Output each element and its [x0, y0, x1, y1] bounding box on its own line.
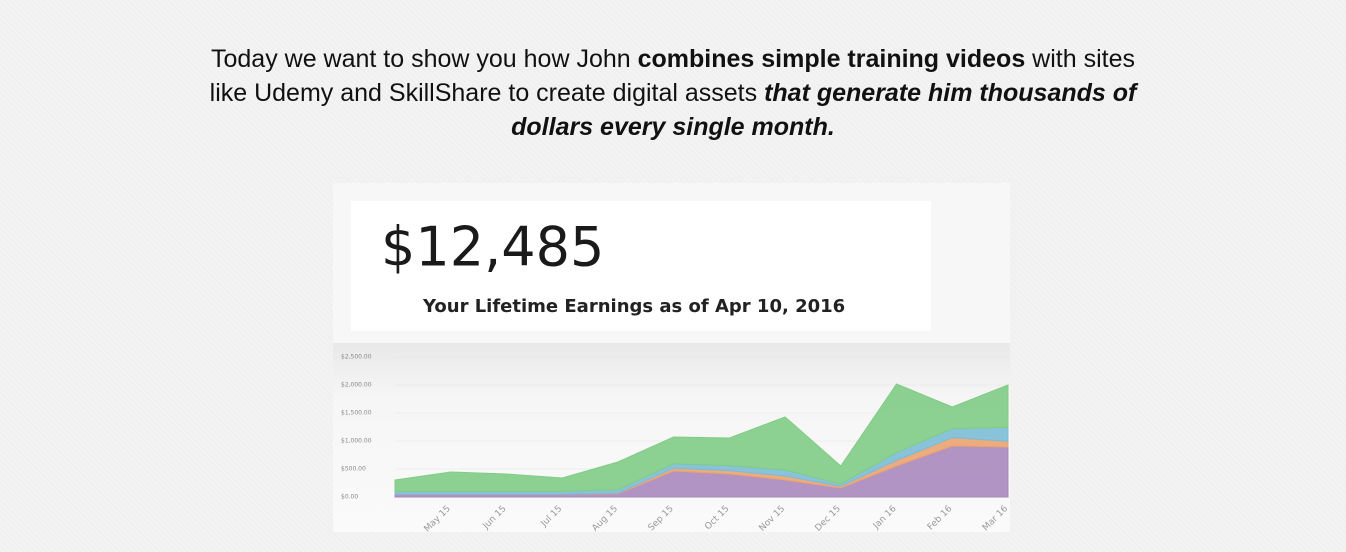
y-tick-label: $1,000.00 — [341, 438, 372, 445]
bold-italic-text: that generate him thousands of — [764, 79, 1137, 107]
y-tick-label: $500.00 — [341, 466, 366, 473]
text: Today we want to show you how John — [210, 45, 638, 73]
y-tick-label: $1,500.00 — [341, 410, 372, 417]
earnings-image: $12,485 Your Lifetime Earnings as of Apr… — [333, 183, 1010, 532]
text: with sites — [1025, 45, 1135, 73]
y-tick-label: $2,500.00 — [341, 354, 372, 361]
text: like Udemy and SkillShare to create digi… — [209, 79, 765, 107]
y-tick-label: $2,000.00 — [341, 382, 372, 389]
bold-text: combines simple training videos — [637, 45, 1026, 73]
earnings-caption: Your Lifetime Earnings as of Apr 10, 201… — [422, 296, 845, 317]
y-tick-label: $0.00 — [341, 494, 358, 501]
area — [394, 383, 1009, 492]
intro-text: Today we want to show you how John combi… — [150, 42, 1196, 144]
summary-card — [351, 201, 931, 331]
bold-italic-text: dollars every single month. — [511, 113, 835, 141]
total-earnings: $12,485 — [381, 216, 604, 279]
